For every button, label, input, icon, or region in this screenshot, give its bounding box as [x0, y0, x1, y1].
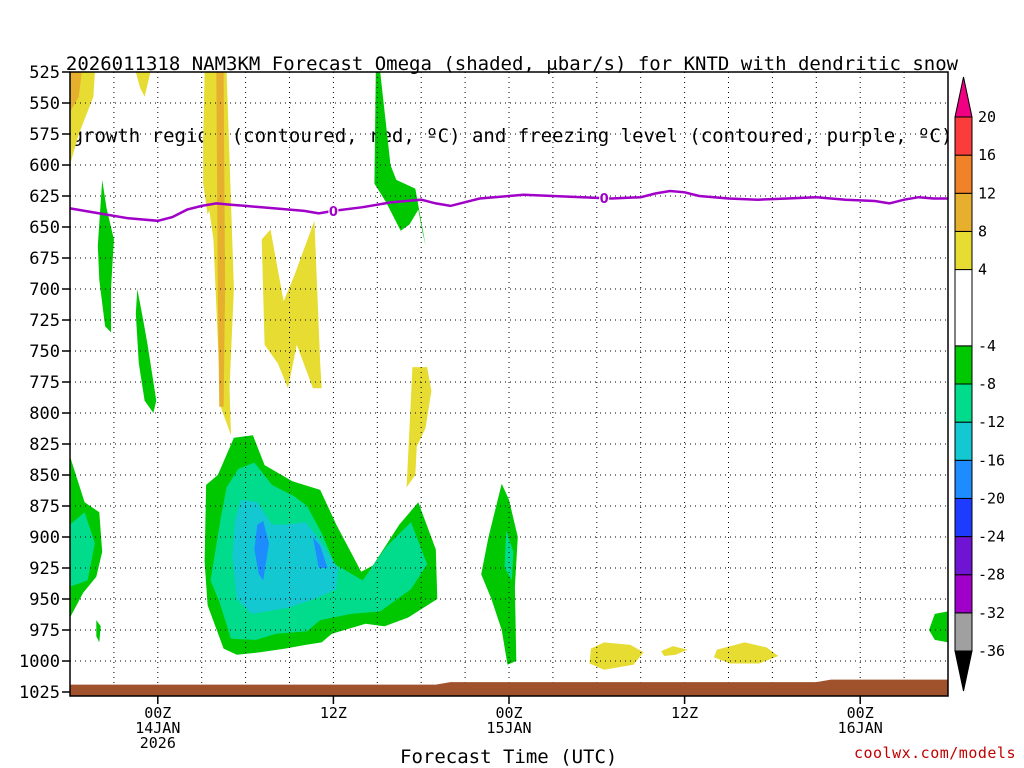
omega-region-11	[374, 72, 426, 246]
x-tick-label-54-1: 16JAN	[838, 719, 883, 737]
y-tick-label-525: 525	[29, 63, 60, 83]
freezing-label-bg-0	[328, 202, 339, 219]
y-tick-label-875: 875	[29, 497, 60, 517]
colorbar-bin-1	[954, 574, 973, 614]
omega-region-16	[70, 512, 95, 587]
omega-region-13	[135, 289, 157, 413]
omega-region-7	[406, 367, 432, 488]
colorbar: -36 -32 -28 -24 -20 -16 -12 -8 -4 4 8 12 16 20	[954, 76, 1005, 692]
colorbar-bin-2	[954, 536, 973, 576]
colorbar-top-triangle	[954, 76, 973, 118]
y-tick-label-1025: 1025	[19, 683, 60, 703]
y-tick-label-775: 775	[29, 373, 60, 393]
colorbar-bin-5	[954, 421, 973, 461]
omega-region-21	[312, 537, 328, 568]
colorbar-bin-0	[954, 612, 973, 652]
colorbar-tick-9: 4	[978, 261, 987, 279]
omega-region-10	[713, 642, 779, 664]
omega-region-24	[929, 611, 948, 643]
x-tick-label-6-2: 2026	[140, 734, 176, 752]
colorbar-bottom-triangle	[954, 650, 973, 692]
y-tick-label-950: 950	[29, 590, 60, 610]
freezing-level-label-1: 0	[600, 192, 609, 207]
ground-surface	[70, 679, 948, 696]
gridlines	[70, 72, 948, 696]
x-axis-title: Forecast Time (UTC)	[400, 746, 618, 768]
y-tick-label-625: 625	[29, 187, 60, 207]
omega-region-8	[589, 642, 644, 670]
colorbar-tick-2: -28	[978, 566, 1005, 584]
y-tick-label-1000: 1000	[19, 652, 60, 672]
omega-region-15	[96, 620, 101, 643]
credit-link[interactable]: coolwx.com/models	[853, 744, 1016, 762]
colorbar-tick-0: -36	[978, 642, 1005, 660]
colorbar-tick-7: -8	[978, 375, 996, 393]
y-tick-label-725: 725	[29, 311, 60, 331]
colorbar-tick-3: -24	[978, 528, 1005, 546]
colorbar-bin-11	[954, 154, 973, 194]
x-tick-label-30-1: 15JAN	[486, 719, 531, 737]
y-tick-label-850: 850	[29, 466, 60, 486]
freezing-level-line	[69, 189, 948, 223]
colorbar-bin-7	[954, 345, 973, 385]
y-tick-label-750: 750	[29, 342, 60, 362]
colorbar-bin-12	[954, 116, 973, 156]
omega-region-20	[254, 520, 269, 581]
omega-region-22	[481, 483, 518, 665]
ground-fill	[70, 679, 948, 696]
freezing-level: 00	[69, 189, 948, 223]
colorbar-tick-8: -4	[978, 337, 996, 355]
omega-region-1	[70, 72, 82, 112]
y-tick-label-800: 800	[29, 404, 60, 424]
colorbar-bin-10	[954, 192, 973, 232]
y-tick-label-575: 575	[29, 125, 60, 145]
chart-title-line1: 2026011318 NAM3KM Forecast Omega (shaded…	[65, 53, 959, 75]
omega-region-5	[216, 72, 226, 407]
colorbar-tick-4: -20	[978, 489, 1005, 507]
colorbar-bin-6	[954, 383, 973, 423]
x-tick-label-6-0: 00Z	[144, 704, 171, 722]
x-tick-label-30-0: 00Z	[495, 704, 522, 722]
omega-region-9	[661, 646, 688, 656]
colorbar-tick-1: -32	[978, 604, 1005, 622]
freezing-level-label-0: 0	[329, 205, 338, 220]
y-tick-label-825: 825	[29, 435, 60, 455]
y-tick-label-600: 600	[29, 156, 60, 176]
freezing-label-bg-1	[599, 190, 610, 207]
y-tick-label-900: 900	[29, 528, 60, 548]
colorbar-tick-10: 8	[978, 222, 987, 240]
colorbar-bin-3	[954, 497, 973, 538]
y-tick-label-550: 550	[29, 94, 60, 114]
colorbar-tick-12: 16	[978, 146, 996, 164]
omega-region-6	[261, 220, 322, 389]
x-tick-label-54-0: 00Z	[847, 704, 874, 722]
colorbar-bin-4	[954, 459, 973, 499]
omega-region-23	[504, 530, 514, 581]
colorbar-tick-5: -16	[978, 451, 1005, 469]
colorbar-tick-13: 20	[978, 108, 996, 126]
colorbar-tick-6: -12	[978, 413, 1005, 431]
y-tick-label-675: 675	[29, 249, 60, 269]
pressure-axis: 525 550 575 600 625 650 675 700 725 750 775 800 825 8…	[19, 63, 70, 703]
y-tick-label-975: 975	[29, 621, 60, 641]
y-tick-label-650: 650	[29, 218, 60, 238]
omega-region-4	[203, 127, 221, 215]
omega-shading	[70, 72, 948, 670]
y-tick-label-700: 700	[29, 280, 60, 300]
x-tick-label-18-0: 12Z	[320, 704, 347, 722]
omega-region-2	[135, 72, 151, 97]
omega-region-12	[97, 179, 114, 333]
colorbar-tick-11: 12	[978, 184, 996, 202]
colorbar-bin-8	[954, 269, 973, 347]
x-tick-label-42-0: 12Z	[671, 704, 698, 722]
y-tick-label-925: 925	[29, 559, 60, 579]
colorbar-bin-9	[954, 230, 973, 271]
x-tick-label-6-1: 14JAN	[135, 719, 180, 737]
